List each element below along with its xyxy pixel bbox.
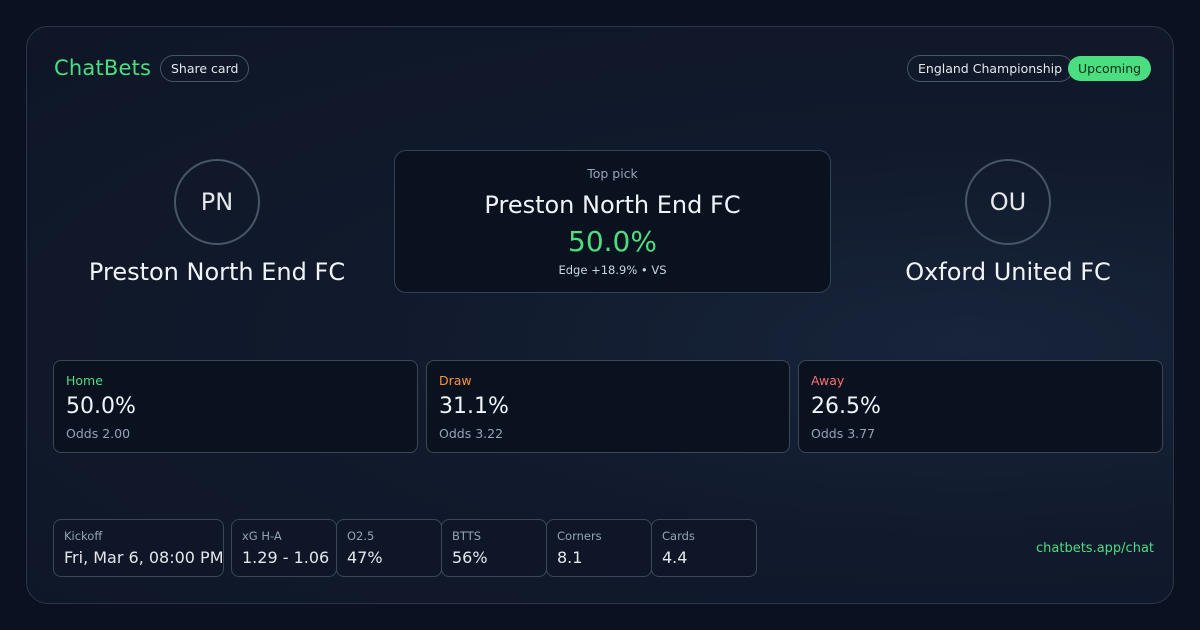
brand-logo[interactable]: ChatBets [54, 56, 152, 80]
outcome-probability: 50.0% [66, 394, 136, 419]
status-badge: Upcoming [1068, 56, 1152, 81]
home-team: PN Preston North End FC [52, 159, 382, 287]
away-team-name: Oxford United FC [905, 258, 1111, 286]
top-pick-probability: 50.0% [568, 225, 657, 258]
stat-xg: xG H-A 1.29 - 1.06 [231, 519, 337, 577]
outcome-odds: Odds 2.00 [66, 426, 131, 441]
chat-link[interactable]: chatbets.app/chat [1036, 541, 1155, 556]
league-badge: England Championship [907, 55, 1074, 82]
top-pick-edge: Edge +18.9% • VS [558, 263, 667, 277]
stat-cards: Cards 4.4 [651, 519, 757, 577]
outcome-label: Home [66, 373, 103, 388]
stat-kickoff: Kickoff Fri, Mar 6, 08:00 PM [53, 519, 224, 577]
stat-value: Fri, Mar 6, 08:00 PM [64, 548, 224, 567]
outcome-home: Home 50.0% Odds 2.00 [53, 360, 418, 453]
stat-value: 56% [452, 548, 488, 567]
outcome-away: Away 26.5% Odds 3.77 [798, 360, 1163, 453]
stat-label: Kickoff [64, 529, 103, 543]
outcome-probability: 31.1% [439, 394, 509, 419]
outcome-odds: Odds 3.22 [439, 426, 504, 441]
outcome-draw: Draw 31.1% Odds 3.22 [426, 360, 790, 453]
stat-value: 47% [347, 548, 383, 567]
home-team-avatar: PN [174, 159, 260, 245]
stat-value: 1.29 - 1.06 [242, 548, 330, 567]
stat-label: O2.5 [347, 529, 375, 543]
outcome-label: Draw [439, 373, 472, 388]
stat-value: 8.1 [557, 548, 583, 567]
stat-label: Corners [557, 529, 602, 543]
share-card-button[interactable]: Share card [160, 55, 250, 82]
top-pick-team: Preston North End FC [484, 191, 741, 219]
away-team: OU Oxford United FC [843, 159, 1173, 287]
top-pick-panel: Top pick Preston North End FC 50.0% Edge… [394, 150, 831, 293]
share-card: ChatBets Share card England Championship… [26, 26, 1174, 604]
outcome-odds: Odds 3.77 [811, 426, 876, 441]
outcome-probability: 26.5% [811, 394, 881, 419]
top-pick-label: Top pick [587, 166, 638, 181]
home-team-name: Preston North End FC [88, 258, 346, 286]
stat-label: xG H-A [242, 529, 282, 543]
stat-value: 4.4 [662, 548, 688, 567]
stat-corners: Corners 8.1 [546, 519, 652, 577]
outcome-label: Away [811, 373, 845, 388]
stat-btts: BTTS 56% [441, 519, 547, 577]
stat-over-2-5: O2.5 47% [336, 519, 442, 577]
stat-label: Cards [662, 529, 695, 543]
stat-label: BTTS [452, 529, 482, 543]
away-team-avatar: OU [965, 159, 1051, 245]
